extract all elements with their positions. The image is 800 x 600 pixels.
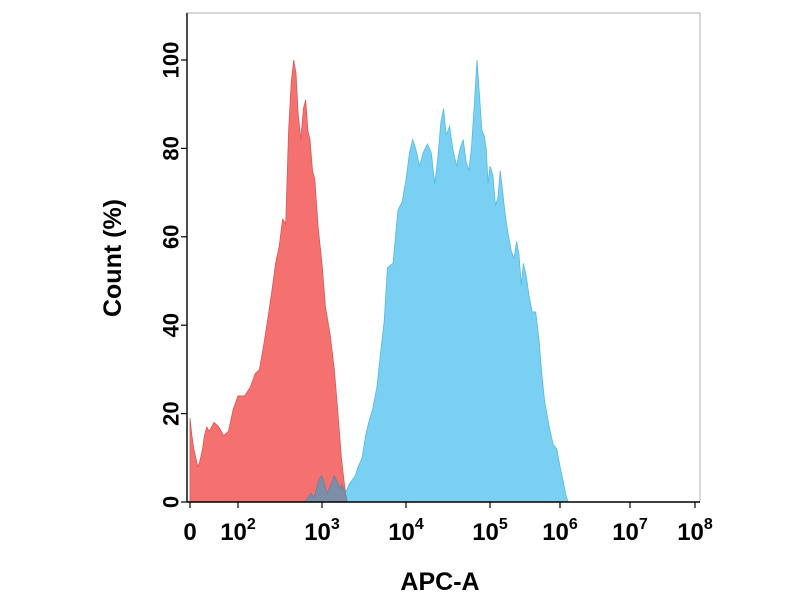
y-tick-label: 0 bbox=[159, 496, 184, 508]
y-tick-label: 60 bbox=[159, 225, 184, 249]
x-tick-label: 106 bbox=[542, 516, 578, 546]
y-tick-label: 80 bbox=[159, 136, 184, 160]
y-tick-label: 100 bbox=[159, 42, 184, 79]
series-layer bbox=[189, 59, 569, 503]
y-ticks: 0 20 40 60 80 100 bbox=[159, 42, 187, 508]
x-tick-label: 105 bbox=[472, 516, 508, 546]
series-3-area bbox=[303, 474, 348, 503]
x-ticks: 0 102 103 104 105 106 107 108 bbox=[183, 502, 713, 546]
x-tick-label: 103 bbox=[304, 516, 340, 546]
x-tick-label: 104 bbox=[388, 516, 424, 546]
y-axis-title: Count (%) bbox=[99, 199, 127, 317]
x-tick-label: 107 bbox=[612, 516, 648, 546]
x-axis-title: APC-A bbox=[400, 568, 479, 596]
x-tick-label: 108 bbox=[677, 516, 713, 546]
series-2-area bbox=[340, 59, 569, 503]
y-tick-label: 40 bbox=[159, 313, 184, 337]
x-tick-label: 0 bbox=[183, 519, 196, 546]
x-tick-label: 102 bbox=[220, 516, 256, 546]
series-1-area bbox=[189, 59, 349, 503]
y-tick-label: 20 bbox=[159, 401, 184, 425]
